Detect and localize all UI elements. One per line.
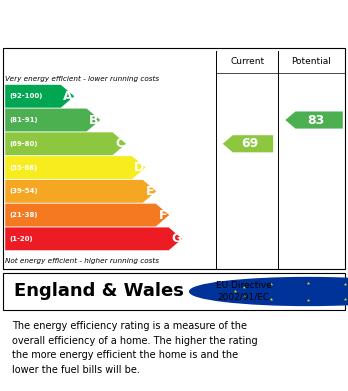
Circle shape — [190, 278, 348, 305]
Text: (69-80): (69-80) — [9, 141, 38, 147]
Text: (21-38): (21-38) — [9, 212, 38, 218]
Text: Not energy efficient - higher running costs: Not energy efficient - higher running co… — [5, 258, 159, 264]
Polygon shape — [5, 109, 100, 131]
Text: 83: 83 — [307, 113, 324, 127]
Text: England & Wales: England & Wales — [14, 282, 184, 301]
Text: G: G — [171, 232, 181, 245]
Polygon shape — [223, 135, 273, 152]
Text: Energy Efficiency Rating: Energy Efficiency Rating — [10, 14, 239, 32]
Text: F: F — [159, 208, 167, 222]
Text: 69: 69 — [241, 137, 258, 150]
Text: Very energy efficient - lower running costs: Very energy efficient - lower running co… — [5, 76, 159, 82]
Polygon shape — [5, 204, 169, 226]
Text: The energy efficiency rating is a measure of the
overall efficiency of a home. T: The energy efficiency rating is a measur… — [12, 321, 258, 375]
Text: Potential: Potential — [292, 57, 331, 66]
Polygon shape — [5, 180, 156, 203]
Text: (92-100): (92-100) — [9, 93, 43, 99]
Text: EU Directive
2002/91/EC: EU Directive 2002/91/EC — [216, 281, 271, 302]
Text: A: A — [63, 90, 73, 103]
Polygon shape — [5, 156, 145, 179]
Text: (81-91): (81-91) — [9, 117, 38, 123]
Text: (1-20): (1-20) — [9, 236, 33, 242]
Text: C: C — [116, 137, 125, 150]
Text: E: E — [146, 185, 155, 198]
Text: (39-54): (39-54) — [9, 188, 38, 194]
Text: Current: Current — [230, 57, 264, 66]
Polygon shape — [5, 132, 126, 155]
Text: B: B — [89, 113, 99, 127]
Text: D: D — [134, 161, 144, 174]
Text: (55-68): (55-68) — [9, 165, 38, 170]
Polygon shape — [285, 111, 343, 129]
Polygon shape — [5, 228, 182, 250]
Polygon shape — [5, 85, 74, 108]
